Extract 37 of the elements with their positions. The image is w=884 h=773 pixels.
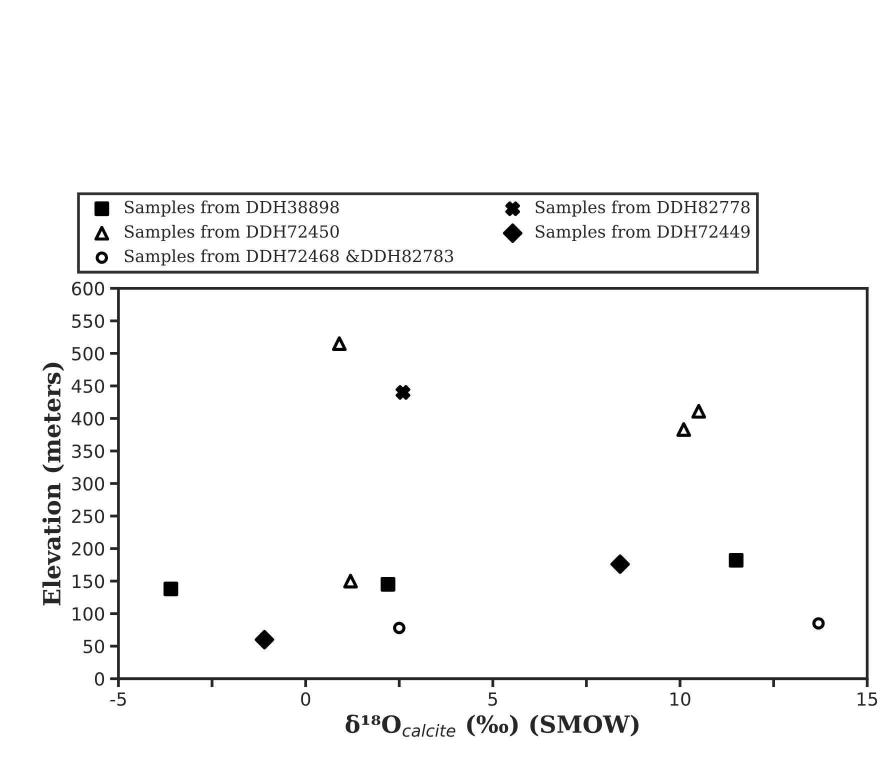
point bbox=[728, 552, 744, 568]
legend-label: Samples from DDH82778 bbox=[536, 200, 750, 217]
y-tick-label: 350 bbox=[72, 444, 104, 458]
y-tick-label: 200 bbox=[72, 542, 104, 556]
y-tick-label: 100 bbox=[72, 607, 104, 621]
point bbox=[164, 582, 178, 596]
y-tick-label: 450 bbox=[72, 379, 104, 394]
point bbox=[393, 622, 406, 634]
y-tick-label: 300 bbox=[72, 476, 104, 491]
y-tick-label: 250 bbox=[72, 510, 104, 524]
y-tick-label: 500 bbox=[72, 346, 104, 361]
legend-label: Samples from DDH72450 bbox=[124, 224, 339, 242]
y-tick-label: 0 bbox=[94, 672, 104, 686]
point bbox=[332, 336, 347, 351]
legend-label: Samples from DDH38898 bbox=[124, 200, 339, 217]
x-tick-label: -5 bbox=[110, 692, 126, 706]
point bbox=[380, 577, 396, 592]
x-tick-label: 0 bbox=[301, 692, 310, 706]
point bbox=[610, 554, 630, 574]
legend-label: Samples from DDH72449 bbox=[536, 224, 750, 242]
point bbox=[396, 385, 410, 400]
x-tick-label: 10 bbox=[670, 692, 690, 706]
point bbox=[676, 422, 692, 437]
y-tick-label: 400 bbox=[72, 412, 104, 426]
y-axis-title: Elevation (meters) bbox=[42, 362, 64, 606]
y-tick-label: 150 bbox=[72, 574, 104, 588]
y-tick-label: 50 bbox=[84, 640, 104, 654]
point bbox=[691, 404, 706, 419]
x-tick-label: 5 bbox=[488, 692, 497, 706]
legend-label: Samples from DDH72468 &DDH82783 bbox=[124, 249, 454, 266]
y-tick-label: 550 bbox=[72, 314, 104, 328]
x-tick-label: 15 bbox=[858, 692, 878, 706]
point bbox=[812, 617, 825, 630]
x-axis-title: δ¹⁸O$_{calcite}$ (‰) (SMOW) bbox=[346, 714, 639, 737]
point bbox=[343, 574, 358, 588]
y-tick-label: 600 bbox=[72, 282, 104, 296]
point bbox=[254, 630, 274, 650]
